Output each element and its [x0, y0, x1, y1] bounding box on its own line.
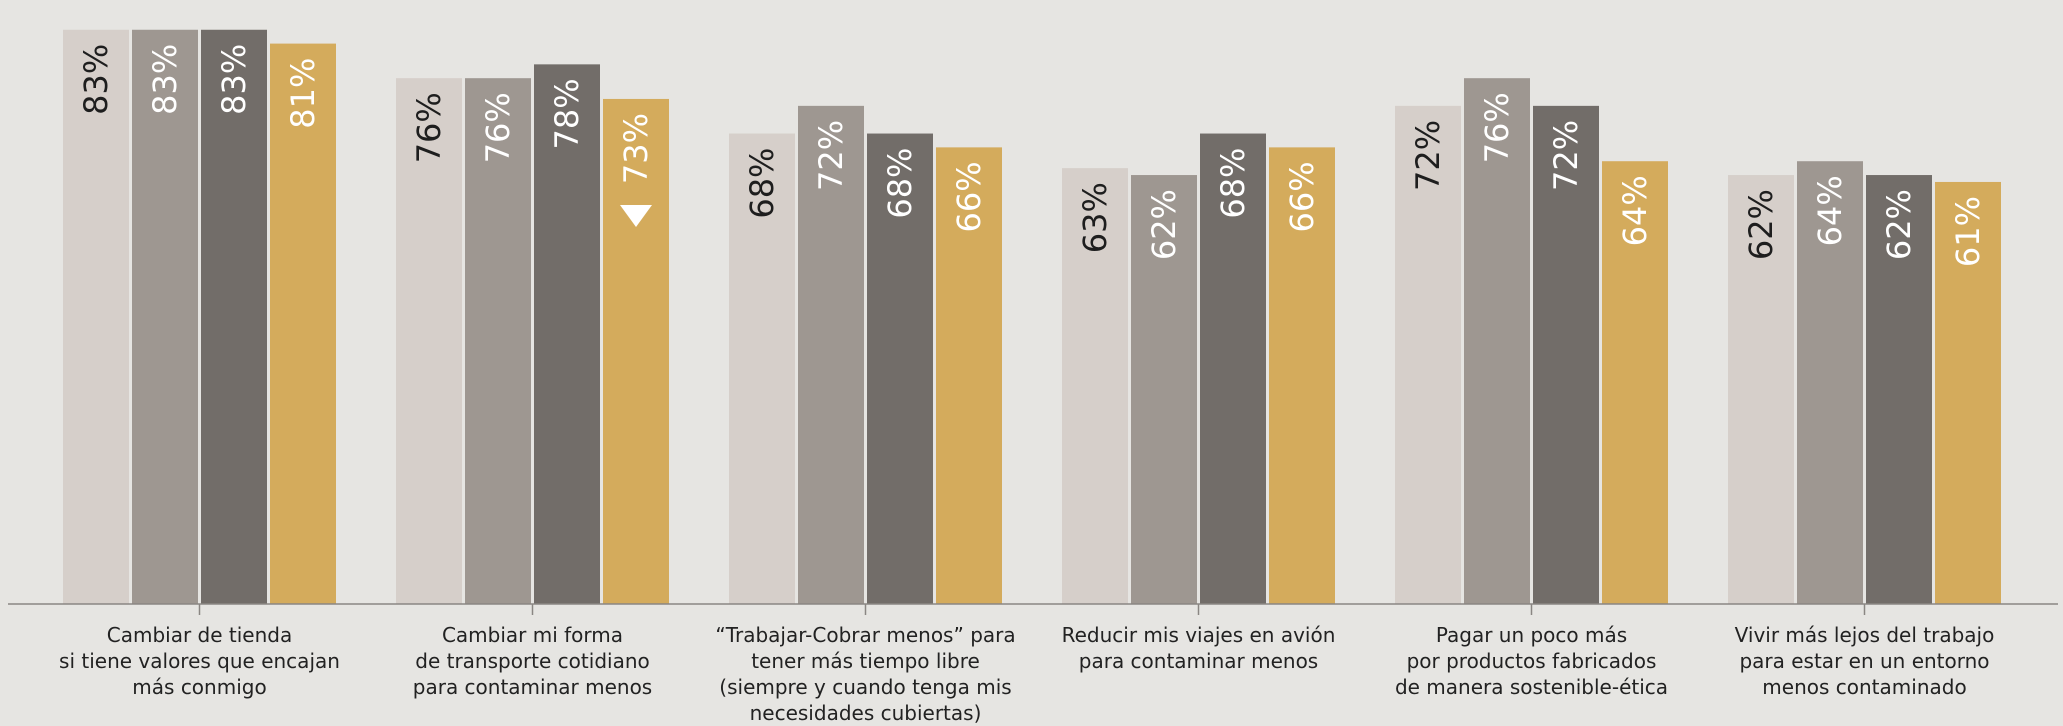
bar-c1-s2 [534, 64, 600, 605]
category-label-4-line-1: por productos fabricados [1407, 649, 1657, 673]
bar-c0-s1 [132, 29, 198, 605]
bar-c2-s1 [798, 105, 864, 604]
value-label-c0-s1: 83% [146, 44, 184, 115]
value-label-c3-s2: 68% [1214, 148, 1252, 219]
value-label-c5-s1: 64% [1811, 175, 1849, 246]
category-label-5: Vivir más lejos del trabajo para estar en… [1735, 623, 1995, 699]
bar-c3-s1 [1131, 175, 1197, 604]
bars-group: 83% 83% 83% 81% 76% 76% 78% 73% 68% 72% 68% 66% 63% 6… [63, 29, 2001, 605]
bar-c3-s0 [1062, 168, 1128, 604]
bar-c4-s3 [1602, 161, 1668, 605]
category-label-2: “Trabajar-Cobrar menos” para tener más ti… [715, 623, 1015, 725]
category-label-2-line-3: necesidades cubiertas) [750, 701, 982, 725]
x-axis [8, 603, 2058, 615]
bar-c1-s3 [603, 98, 669, 604]
category-label-1-line-0: Cambiar mi forma [442, 623, 623, 647]
value-label-c0-s2: 83% [215, 44, 253, 115]
category-label-3-line-0: Reducir mis viajes en avión [1062, 623, 1336, 647]
category-label-5-line-2: menos contaminado [1762, 675, 1966, 699]
value-label-c5-s3: 61% [1949, 196, 1987, 267]
value-label-c4-s3: 64% [1616, 175, 1654, 246]
category-labels: Cambiar de tienda si tiene valores que en… [59, 623, 1994, 725]
value-label-c3-s0: 63% [1076, 182, 1114, 253]
value-label-c2-s2: 68% [881, 148, 919, 219]
value-label-c5-s0: 62% [1742, 189, 1780, 260]
category-label-4-line-2: de manera sostenible-ética [1395, 675, 1668, 699]
category-label-5-line-0: Vivir más lejos del trabajo [1735, 623, 1995, 647]
value-label-c4-s1: 76% [1478, 92, 1516, 163]
bar-c2-s2 [867, 133, 933, 604]
bar-c3-s2 [1200, 133, 1266, 604]
value-label-c1-s3: 73% [617, 113, 655, 184]
category-label-1-line-1: de transporte cotidiano [415, 649, 649, 673]
bar-c2-s3 [936, 147, 1002, 605]
category-label-0-line-2: más conmigo [132, 675, 266, 699]
value-label-c3-s3: 66% [1283, 161, 1321, 232]
bar-c5-s1 [1797, 161, 1863, 605]
category-label-4: Pagar un poco más por productos fabricado… [1395, 623, 1668, 699]
value-label-c4-s0: 72% [1409, 120, 1447, 191]
value-label-c1-s1: 76% [479, 92, 517, 163]
category-label-5-line-1: para estar en un entorno [1739, 649, 1989, 673]
value-label-c2-s1: 72% [812, 120, 850, 191]
bar-c1-s1 [465, 78, 531, 605]
category-label-1-line-2: para contaminar menos [413, 675, 652, 699]
category-label-2-line-1: tener más tiempo libre [751, 649, 980, 673]
bar-c3-s3 [1269, 147, 1335, 605]
down-triangle-icon [620, 204, 652, 227]
value-label-c3-s1: 62% [1145, 189, 1183, 260]
bar-c1-s0 [396, 78, 462, 605]
value-label-c2-s3: 66% [950, 161, 988, 232]
category-label-2-line-0: “Trabajar-Cobrar menos” para [715, 623, 1015, 647]
bar-c0-s2 [201, 29, 267, 605]
category-label-0-line-0: Cambiar de tienda [107, 623, 292, 647]
bar-c4-s2 [1533, 105, 1599, 604]
bar-c5-s0 [1728, 175, 1794, 604]
category-label-3: Reducir mis viajes en avión para contamin… [1062, 623, 1336, 673]
bar-c4-s0 [1395, 105, 1461, 604]
value-label-c1-s2: 78% [548, 78, 586, 149]
value-label-c2-s0: 68% [743, 148, 781, 219]
bar-c0-s3 [270, 43, 336, 605]
value-label-c0-s0: 83% [77, 44, 115, 115]
bar-c4-s1 [1464, 78, 1530, 605]
bar-c5-s2 [1866, 175, 1932, 604]
bar-c5-s3 [1935, 181, 2001, 604]
category-label-2-line-2: (siempre y cuando tenga mis [719, 675, 1011, 699]
category-label-1: Cambiar mi forma de transporte cotidiano p… [413, 623, 652, 699]
category-label-3-line-1: para contaminar menos [1079, 649, 1318, 673]
bar-c2-s0 [729, 133, 795, 604]
value-label-c0-s3: 81% [284, 58, 322, 129]
category-label-0-line-1: si tiene valores que encajan [59, 649, 340, 673]
bar-c0-s0 [63, 29, 129, 605]
value-label-c4-s2: 72% [1547, 120, 1585, 191]
category-label-0: Cambiar de tienda si tiene valores que en… [59, 623, 340, 699]
value-label-c1-s0: 76% [410, 92, 448, 163]
category-label-4-line-0: Pagar un poco más [1436, 623, 1627, 647]
value-label-c5-s2: 62% [1880, 189, 1918, 260]
